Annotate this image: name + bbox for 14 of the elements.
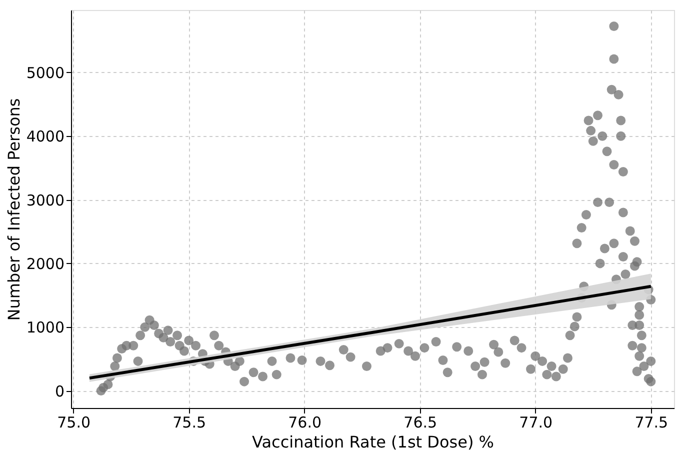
x-tick-label: 76.0	[288, 414, 322, 432]
y-tick-label: 4000	[26, 128, 64, 146]
y-tick-label: 5000	[26, 64, 64, 82]
x-tick-label: 77.0	[519, 414, 553, 432]
y-axis-title: Number of Infected Persons	[4, 98, 24, 321]
x-tick-label: 76.5	[404, 414, 438, 432]
y-tick-label: 1000	[26, 318, 64, 337]
x-tick-label: 75.0	[57, 414, 91, 432]
y-tick-label: 0	[54, 382, 64, 400]
x-axis-title: Vaccination Rate (1st Dose) %	[252, 432, 494, 452]
x-tick-label: 77.5	[634, 414, 668, 432]
x-tick-label: 75.5	[172, 414, 206, 432]
y-tick-label: 2000	[26, 254, 64, 273]
y-tick-label: 3000	[26, 191, 64, 210]
